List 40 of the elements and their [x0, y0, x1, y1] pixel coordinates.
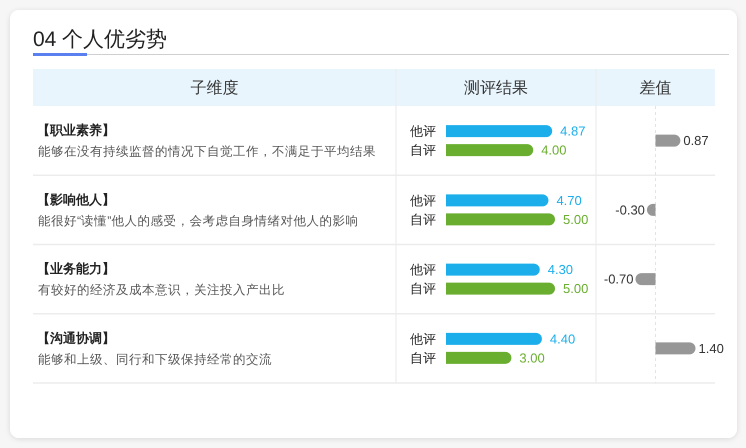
x-axis-title: 差值 [640, 79, 672, 98]
text: 他评 [410, 331, 436, 346]
x-axis-title: 测评结果 [464, 79, 528, 98]
data-label: 4.40 [550, 331, 576, 346]
bar [446, 194, 548, 206]
y-axis-title: 子维度 [190, 79, 238, 98]
text: 自评 [410, 350, 436, 366]
bar [446, 282, 555, 295]
text: 有较好的经济及成本意识，关注投入产出比 [38, 283, 285, 298]
bar [446, 144, 534, 156]
data-label: 4.30 [548, 262, 574, 278]
bar [446, 125, 552, 138]
y-tick-label: 【业务能力】 [37, 261, 115, 276]
y-tick-label: 【影响他人】 [37, 192, 115, 207]
data-label: 4.00 [541, 142, 567, 158]
text: 自评 [410, 281, 436, 296]
data-label: 5.00 [563, 281, 588, 296]
text: 04 个人优劣势 [33, 28, 168, 51]
series-label: 自评 [410, 142, 436, 158]
data-label: 0.87 [683, 133, 709, 148]
data-label: 1.40 [698, 340, 724, 356]
data-label: -0.30 [615, 202, 645, 218]
bar [446, 264, 540, 276]
series-label: 他评 [410, 124, 436, 139]
text: 能够和上级、同行和下级保持经常的交流 [38, 351, 272, 366]
bar [446, 213, 555, 226]
data-label: 3.00 [519, 350, 545, 366]
bar [446, 352, 512, 364]
text: 能够在没有持续监督的情况下自觉工作，不满足于平均结果 [38, 144, 376, 159]
text: 自评 [410, 212, 436, 227]
data-label: -0.70 [604, 272, 634, 287]
bar [446, 332, 542, 345]
text: 他评 [410, 192, 436, 208]
text: 他评 [410, 262, 436, 278]
data-label: 4.70 [556, 192, 582, 208]
data-label: 4.87 [560, 124, 586, 139]
data-label: 5.00 [563, 212, 588, 227]
y-tick-label: 【沟通协调】 [37, 330, 115, 346]
y-tick-label: 【职业素养】 [37, 122, 115, 138]
text: 能很好“读懂”他人的感受，会考虑自身情绪对他人的影响 [38, 214, 358, 228]
